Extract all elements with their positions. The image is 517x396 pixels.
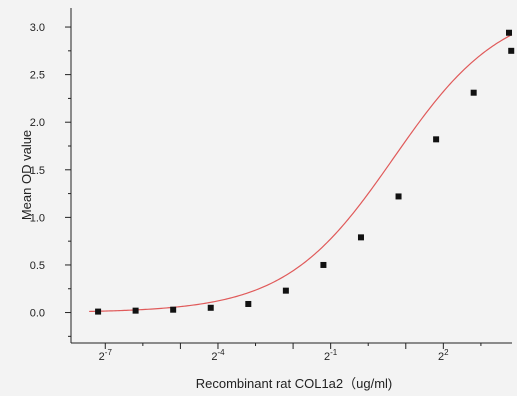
x-tick-label: 2-7 (99, 348, 113, 363)
y-tick-label: 1.5 (30, 165, 45, 177)
data-point (395, 193, 402, 200)
y-tick-label: 2.5 (30, 70, 45, 82)
y-tick-label: 0.0 (30, 308, 45, 320)
y-tick-label: 2.0 (30, 117, 45, 129)
x-tick-label: 22 (438, 348, 449, 363)
y-tick-label: 3.0 (30, 22, 45, 34)
x-tick-label: 2-4 (211, 348, 225, 363)
data-point (170, 306, 177, 313)
data-point (207, 304, 214, 311)
y-axis-label: Mean OD value (19, 130, 34, 220)
tick-marks (65, 26, 482, 349)
data-point (357, 234, 364, 241)
data-point (506, 29, 512, 36)
data-point (132, 307, 139, 314)
y-tick-label: 1.0 (30, 212, 45, 224)
data-points (95, 29, 515, 315)
data-point (95, 308, 102, 315)
data-point (433, 136, 440, 143)
x-tick-label: 2-1 (324, 348, 338, 363)
data-point (470, 89, 477, 96)
data-point (320, 261, 327, 268)
data-point (245, 300, 252, 307)
tick-labels: 0.0 0.5 1.0 1.5 2.0 2.5 3.0 2-7 2-4 2-1 22 (30, 22, 449, 363)
axes (70, 8, 512, 344)
x-axis-label: Recombinant rat COL1a2（ug/ml) (196, 376, 393, 391)
fit-curve (89, 34, 513, 313)
y-tick-label: 0.5 (30, 260, 45, 272)
data-point (282, 287, 289, 294)
data-point (508, 47, 515, 54)
